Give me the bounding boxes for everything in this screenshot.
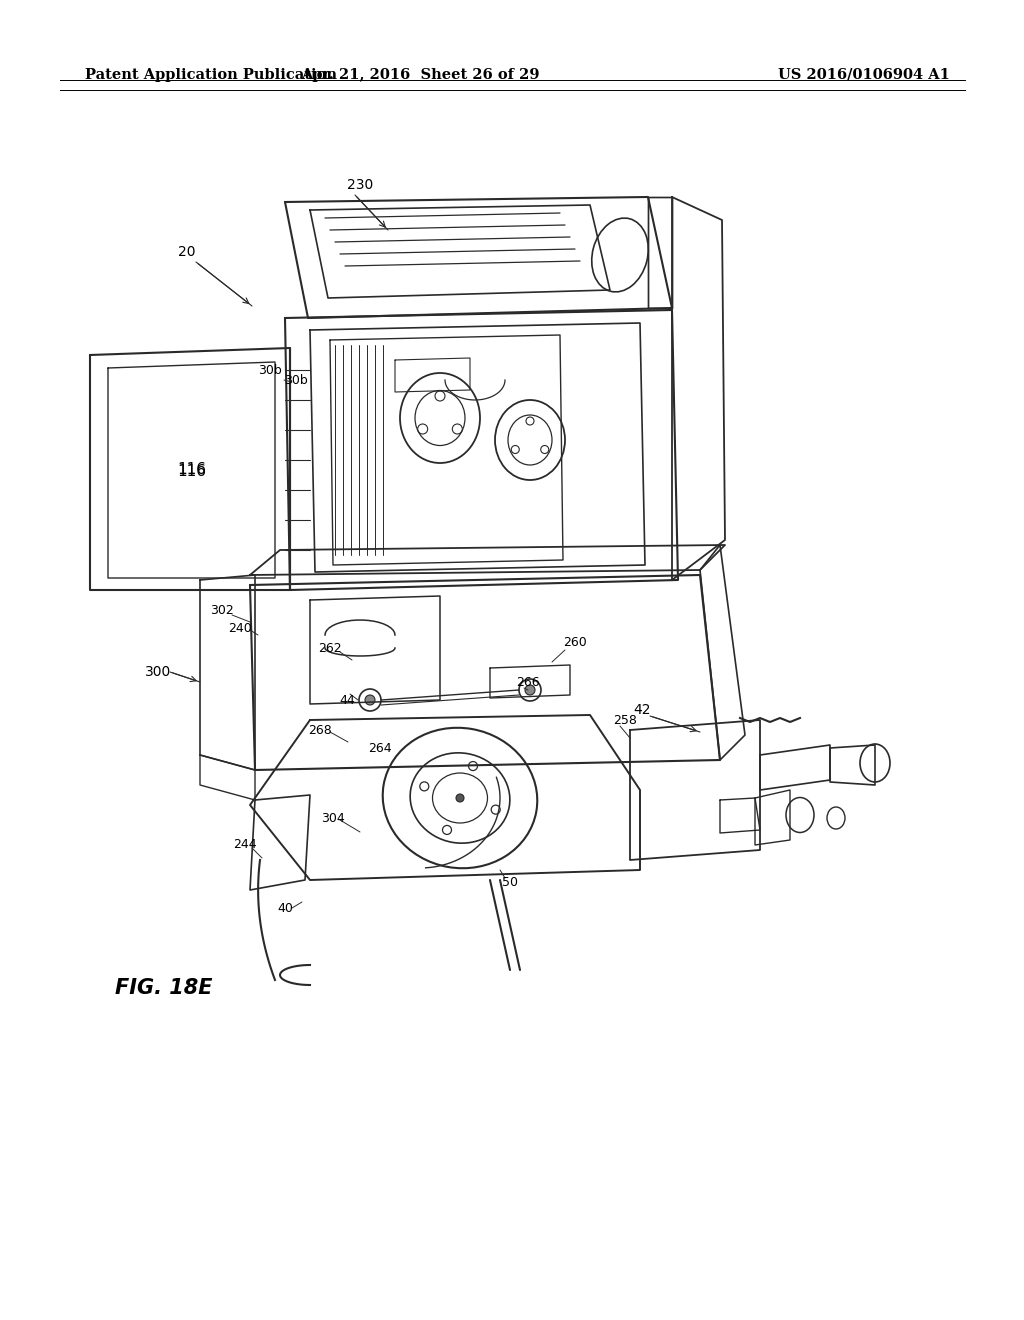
Text: 116: 116 [177,462,207,478]
Text: 268: 268 [308,723,332,737]
Text: 44: 44 [339,693,355,706]
Text: 42: 42 [633,704,650,717]
Text: 304: 304 [322,812,345,825]
Text: 20: 20 [178,246,196,259]
Text: 230: 230 [347,178,373,191]
Text: 240: 240 [228,622,252,635]
Text: 260: 260 [563,636,587,649]
Text: 262: 262 [318,642,342,655]
Text: FIG. 18E: FIG. 18E [115,978,213,998]
Text: 30b: 30b [284,374,308,387]
Text: 258: 258 [613,714,637,726]
Text: 50: 50 [502,875,518,888]
Text: 30b: 30b [258,363,282,376]
Text: 266: 266 [516,676,540,689]
Text: 302: 302 [210,603,233,616]
Text: Apr. 21, 2016  Sheet 26 of 29: Apr. 21, 2016 Sheet 26 of 29 [301,69,540,82]
Text: 300: 300 [144,665,171,678]
Text: 244: 244 [233,838,257,851]
Text: 264: 264 [369,742,392,755]
Ellipse shape [525,685,535,696]
Text: 116: 116 [177,465,207,479]
Ellipse shape [365,696,375,705]
Ellipse shape [456,795,464,803]
Text: US 2016/0106904 A1: US 2016/0106904 A1 [778,69,950,82]
Text: Patent Application Publication: Patent Application Publication [85,69,337,82]
Text: 40: 40 [278,902,293,915]
